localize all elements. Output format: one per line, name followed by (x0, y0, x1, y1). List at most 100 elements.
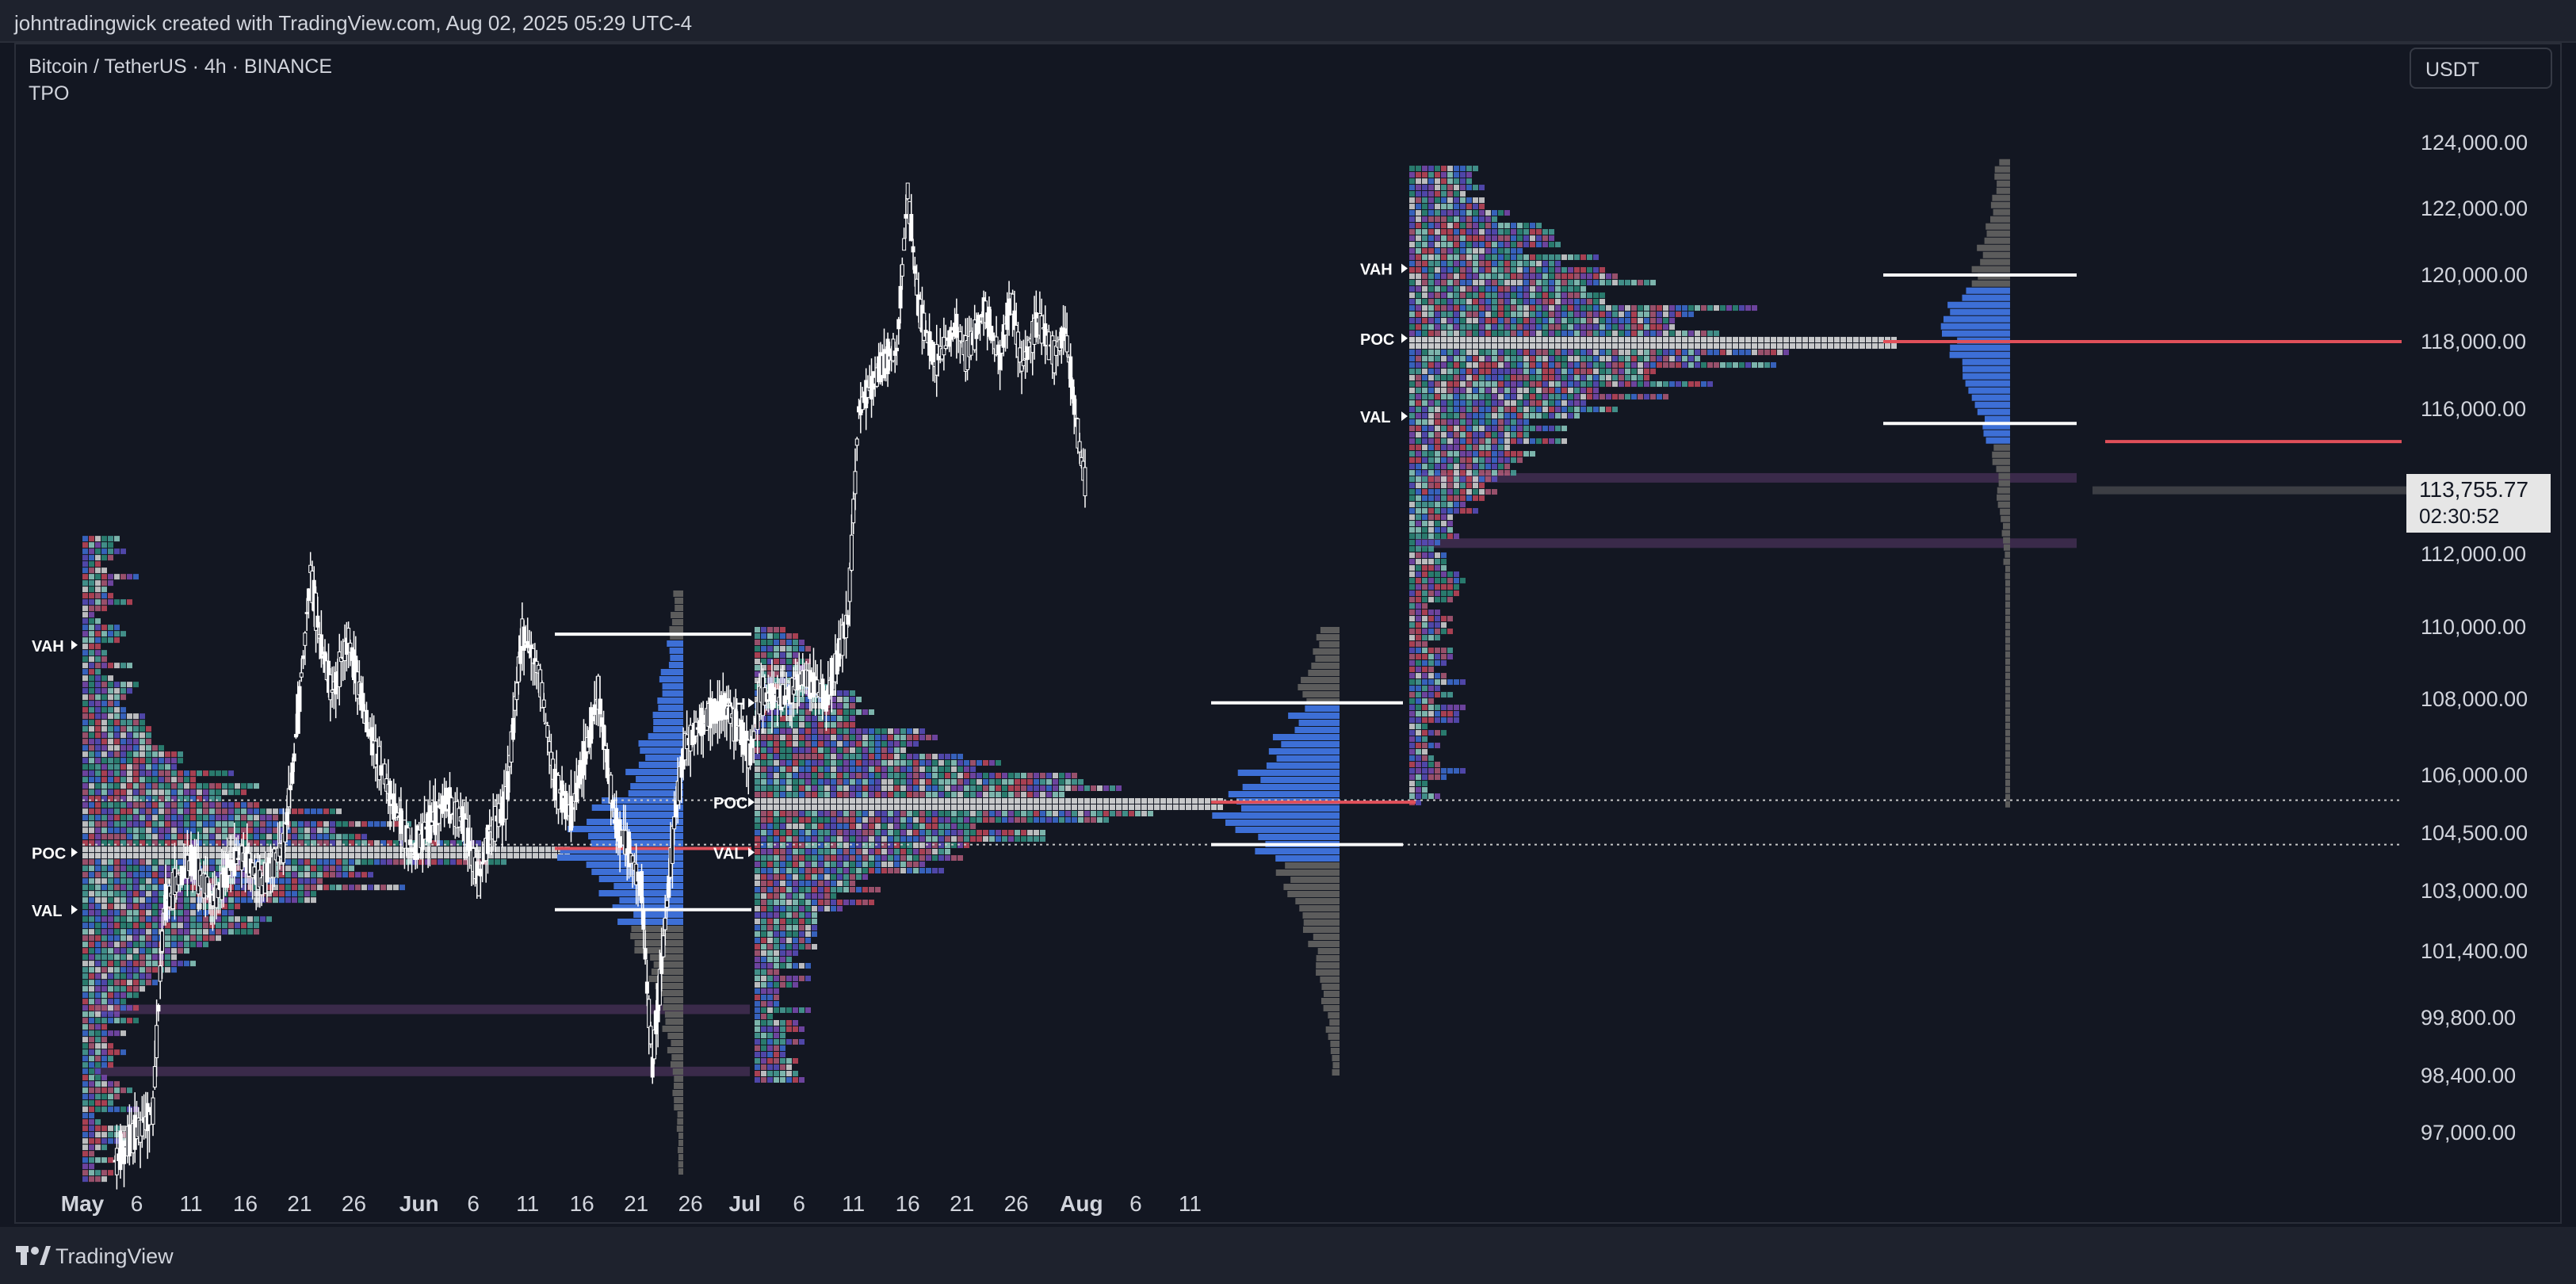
tpo-cell (171, 783, 177, 789)
tpo-cell (837, 741, 843, 747)
tpo-cell (247, 802, 253, 808)
tpo-cell (1416, 286, 1421, 292)
tpo-cell (881, 785, 887, 791)
tpo-cell (1726, 350, 1732, 356)
tpo-cell (1416, 235, 1421, 242)
tpo-cell (761, 855, 766, 861)
tpo-cell (159, 789, 164, 796)
tpo-cell (1555, 356, 1561, 362)
tpo-cell (178, 777, 183, 783)
tpo-cell (1454, 216, 1459, 223)
tpo-cell (1409, 356, 1415, 362)
tpo-cell (767, 1071, 773, 1076)
tpo-cell (82, 878, 88, 885)
tpo-cell (1555, 305, 1561, 311)
tpo-cell (108, 1081, 113, 1087)
tpo-cell (767, 931, 773, 937)
tpo-cell (1479, 242, 1485, 248)
tpo-cell (146, 846, 151, 853)
tpo-cell (216, 866, 221, 872)
tpo-cell (1409, 261, 1415, 267)
tpo-cell (1409, 533, 1415, 540)
tpo-cell (1536, 324, 1542, 331)
tpo-cell (888, 862, 893, 867)
tpo-cell (837, 804, 843, 810)
tpo-cell (159, 777, 164, 783)
volume-bar (630, 783, 683, 789)
tpo-cell (1536, 331, 1542, 337)
tpo-cell (767, 646, 773, 652)
tpo-cell (89, 1075, 94, 1081)
tpo-cell (108, 745, 113, 751)
tpo-cell (108, 574, 113, 580)
tpo-cell (361, 885, 367, 891)
tpo-cell (1561, 331, 1567, 337)
tpo-cell (1416, 635, 1421, 641)
tpo-cell (222, 783, 227, 789)
tpo-cell (837, 900, 843, 905)
tpo-cell (1409, 426, 1415, 432)
tpo-cell (95, 986, 101, 992)
tpo-cell (888, 735, 893, 740)
tpo-cell (1568, 267, 1573, 273)
tpo-cell (786, 798, 792, 804)
tpo-cell (114, 726, 120, 732)
tpo-cell (780, 862, 785, 867)
volume-bar (1302, 912, 1340, 919)
tpo-cell (818, 868, 824, 873)
tpo-cell (361, 846, 367, 853)
tpo-cell (1504, 235, 1510, 242)
tpo-cell (165, 872, 170, 878)
tpo-cell (767, 830, 773, 835)
tpo-cell (1416, 470, 1421, 476)
tpo-cell (101, 777, 107, 783)
tpo-cell (1416, 350, 1421, 356)
tpo-cell (1669, 311, 1675, 318)
tpo-cell (1511, 305, 1516, 311)
tpo-cell (1416, 616, 1421, 622)
tpo-cell (1492, 248, 1497, 254)
tpo-cell (209, 834, 215, 840)
tpo-cell (1416, 686, 1421, 692)
tpo-cell (850, 747, 855, 753)
tpo-cell (140, 720, 145, 726)
tpo-cell (945, 804, 950, 810)
tpo-cell (108, 1087, 113, 1094)
tpo-cell (1561, 254, 1567, 261)
tpo-cell (89, 650, 94, 656)
tpo-cell (1479, 432, 1485, 438)
tpo-cell (761, 1077, 766, 1083)
tpo-cell (1454, 292, 1459, 299)
tpo-cell (101, 593, 107, 599)
tpo-cell (184, 929, 189, 935)
tpo-cell (774, 671, 779, 677)
tpo-cell (95, 682, 101, 688)
tpo-cell (514, 846, 519, 853)
tpo-cell (1454, 248, 1459, 254)
tpo-cell (1422, 362, 1428, 369)
tpo-cell (957, 843, 963, 848)
tpo-cell (1422, 508, 1428, 514)
tpo-cell (1447, 185, 1453, 191)
tpo-cell (1549, 273, 1554, 280)
tpo-cell (133, 777, 139, 783)
tpo-cell (127, 745, 132, 751)
tpo-cell (1179, 798, 1185, 804)
tpo-cell (1021, 804, 1026, 810)
tpo-cell (907, 792, 912, 797)
tpo-cell (1428, 375, 1434, 381)
tpo-cell (336, 866, 342, 872)
tpo-cell (140, 808, 145, 815)
chart-panel[interactable] (14, 43, 2562, 1224)
tpo-cell (1574, 318, 1580, 324)
tpo-cell (114, 1018, 120, 1024)
tpo-cell (140, 853, 145, 859)
tpo-cell (203, 942, 208, 948)
tpo-cell (1638, 318, 1643, 324)
tpo-cell (1409, 629, 1415, 635)
tpo-cell (1097, 811, 1103, 816)
tpo-cell (1504, 413, 1510, 419)
tpo-cell (323, 885, 329, 891)
tpo-cell (799, 659, 805, 664)
